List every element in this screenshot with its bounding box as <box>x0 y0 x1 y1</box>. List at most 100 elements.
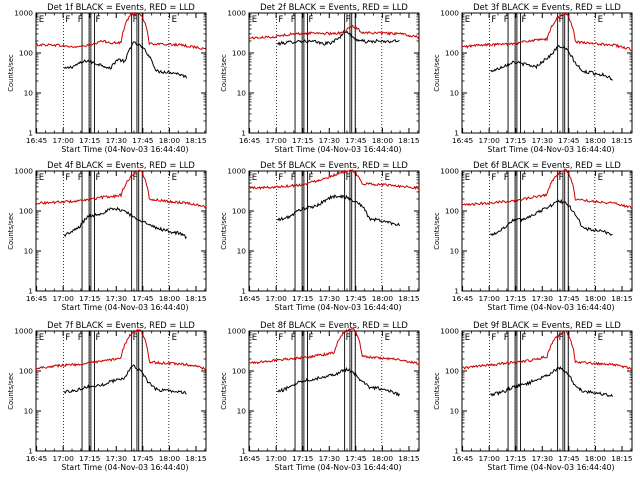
panel-title: Det 2f BLACK = Events, RED = LLD <box>260 2 408 12</box>
series-lld-line <box>35 169 207 209</box>
panel-title: Det 8f BLACK = Events, RED = LLD <box>260 320 408 330</box>
x-tick-label: 18:15 <box>185 294 207 303</box>
x-tick-label: 18:00 <box>159 136 181 145</box>
x-tick-label: 17:30 <box>319 294 341 303</box>
y-tick-label: 1000 <box>440 327 459 336</box>
plot-frame <box>461 330 633 452</box>
x-axis-label: Start Time (04-Nov-03 16:44:40) <box>487 303 614 312</box>
x-tick-label: 17:30 <box>319 454 341 463</box>
x-tick-label: 17:15 <box>79 136 101 145</box>
interval-marker-f: F <box>95 333 100 343</box>
series-lld-line <box>35 11 207 51</box>
interval-marker-e: E <box>252 333 257 343</box>
panel-det-4: Det 4f BLACK = Events, RED = LLD Counts/s… <box>7 160 207 312</box>
interval-marker-e: E <box>172 173 177 183</box>
x-axis-label: Start Time (04-Nov-03 16:44:40) <box>487 145 614 154</box>
interval-marker-f: F <box>504 333 509 343</box>
y-tick-label: 10 <box>450 247 460 256</box>
y-tick-label: 1 <box>241 287 246 296</box>
interval-marker-f: F <box>521 333 526 343</box>
y-tick-label: 10 <box>24 407 34 416</box>
x-tick-label: 17:45 <box>345 454 367 463</box>
x-tick-label: 17:00 <box>52 136 74 145</box>
interval-marker-f: F <box>65 15 70 25</box>
interval-marker-f: F <box>78 15 83 25</box>
x-tick-label: 18:15 <box>611 136 633 145</box>
y-axis-label: Counts/sec <box>7 212 15 250</box>
series-events-line <box>490 44 613 81</box>
series-events-line <box>63 364 187 395</box>
y-tick-label: 100 <box>19 367 33 376</box>
y-tick-label: 10 <box>237 89 247 98</box>
y-tick-label: 100 <box>232 207 246 216</box>
y-tick-label: 10 <box>237 247 247 256</box>
interval-marker-f: F <box>65 173 70 183</box>
interval-marker-f: F <box>78 173 83 183</box>
interval-marker-f: F <box>491 15 496 25</box>
panel-det-7: Det 7f BLACK = Events, RED = LLD Counts/s… <box>7 320 207 472</box>
y-tick-label: 10 <box>24 89 34 98</box>
interval-marker-f: F <box>133 173 138 183</box>
x-tick-label: 16:45 <box>26 454 48 463</box>
interval-marker-f: F <box>346 333 351 343</box>
interval-marker-f: F <box>491 173 496 183</box>
interval-marker-f: F <box>504 173 509 183</box>
y-tick-label: 1 <box>454 129 459 138</box>
x-axis-label: Start Time (04-Nov-03 16:44:40) <box>61 145 188 154</box>
interval-marker-f: F <box>95 15 100 25</box>
y-tick-label: 1 <box>28 447 33 456</box>
x-tick-label: 17:00 <box>52 294 74 303</box>
y-tick-label: 10 <box>450 89 460 98</box>
x-tick-label: 18:00 <box>585 294 607 303</box>
plot-frame <box>248 170 420 292</box>
series-lld-line <box>461 329 633 371</box>
y-tick-label: 1 <box>28 129 33 138</box>
interval-marker-f: F <box>78 333 83 343</box>
y-axis-label: Counts/sec <box>220 372 228 410</box>
series-events-line <box>277 366 400 397</box>
x-tick-label: 16:45 <box>26 136 48 145</box>
y-tick-label: 1 <box>454 447 459 456</box>
panel-det-2: Det 2f BLACK = Events, RED = LLD Counts/s… <box>220 2 420 154</box>
series-lld-line <box>35 328 207 371</box>
x-tick-label: 17:30 <box>106 454 128 463</box>
y-tick-label: 1 <box>241 129 246 138</box>
panel-det-6: Det 6f BLACK = Events, RED = LLD Counts/s… <box>433 160 633 312</box>
x-tick-label: 16:45 <box>452 294 474 303</box>
interval-marker-e: E <box>172 15 177 25</box>
series-lld-line <box>461 12 633 52</box>
y-tick-label: 100 <box>19 207 33 216</box>
panel-det-3: Det 3f BLACK = Events, RED = LLD Counts/s… <box>433 2 633 154</box>
x-tick-label: 18:15 <box>185 136 207 145</box>
plot-frame <box>248 12 420 134</box>
x-tick-label: 17:45 <box>132 136 154 145</box>
x-axis-label: Start Time (04-Nov-03 16:44:40) <box>274 463 401 472</box>
x-tick-label: 18:00 <box>585 454 607 463</box>
y-axis-label: Counts/sec <box>7 54 15 92</box>
plot-frame <box>461 12 633 134</box>
x-tick-label: 16:45 <box>239 454 261 463</box>
interval-marker-f: F <box>291 333 296 343</box>
x-tick-label: 17:30 <box>106 136 128 145</box>
x-axis-label: Start Time (04-Nov-03 16:44:40) <box>61 463 188 472</box>
series-lld-line <box>248 169 420 190</box>
interval-marker-f: F <box>559 173 564 183</box>
x-tick-label: 17:00 <box>478 294 500 303</box>
series-lld-line <box>461 168 633 210</box>
y-tick-label: 1000 <box>14 327 33 336</box>
interval-marker-e: E <box>252 173 257 183</box>
x-tick-label: 17:30 <box>532 294 554 303</box>
x-tick-label: 17:30 <box>532 454 554 463</box>
interval-marker-e: E <box>465 333 470 343</box>
y-tick-label: 100 <box>445 207 459 216</box>
x-tick-label: 17:15 <box>292 454 314 463</box>
interval-marker-e: E <box>465 15 470 25</box>
x-tick-label: 16:45 <box>239 136 261 145</box>
interval-marker-e: E <box>39 333 44 343</box>
y-tick-label: 1000 <box>440 167 459 176</box>
panel-det-5: Det 5f BLACK = Events, RED = LLD Counts/s… <box>220 160 420 312</box>
plot-frame <box>248 330 420 452</box>
series-events-line <box>63 41 187 79</box>
interval-marker-f: F <box>278 173 283 183</box>
